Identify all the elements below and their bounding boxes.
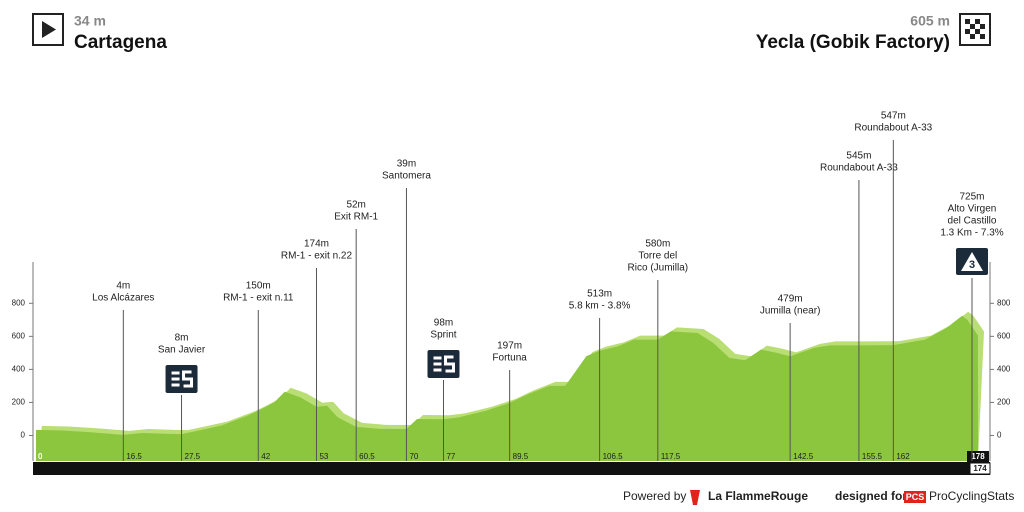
marker-label: del Castillo	[948, 216, 997, 227]
marker-label: Sprint	[430, 330, 456, 341]
x-start-label: 0	[38, 452, 43, 461]
marker-label: Torre del	[638, 251, 677, 262]
brand-logo	[690, 490, 700, 505]
y-tick-label: 200	[997, 398, 1011, 407]
sprint-glyph	[433, 355, 455, 373]
y-tick-label: 600	[12, 331, 26, 340]
area	[36, 315, 978, 461]
marker-label: 5.8 km - 3.8%	[569, 301, 631, 312]
sprint-glyph	[171, 370, 194, 388]
marker-km: 70	[409, 452, 418, 461]
marker-km: 77	[446, 452, 455, 461]
marker-label: 98m	[434, 318, 453, 329]
marker-label: Jumilla (near)	[760, 306, 821, 317]
x-end-box	[967, 451, 989, 462]
y-tick-label: 400	[997, 365, 1011, 374]
marker-km: 162	[896, 452, 910, 461]
marker-km: 155.5	[862, 452, 883, 461]
y-tick-label: 0	[997, 431, 1002, 440]
pcs: PCS	[906, 492, 925, 502]
marker-label: 8m	[175, 333, 189, 344]
marker-label: Alto Virgen	[948, 204, 997, 215]
brand: La FlammeRouge	[708, 489, 808, 503]
start-elevation: 34 m	[74, 13, 106, 29]
x-end-label: 178	[971, 452, 985, 461]
distance-bar	[33, 462, 990, 475]
start-name: Cartagena	[74, 32, 167, 53]
powered-by: Powered by	[623, 489, 686, 503]
marker-label: 547m	[881, 111, 906, 122]
marker-label: 513m	[587, 289, 612, 300]
y-tick-label: 400	[12, 365, 26, 374]
marker-label: Los Alcázares	[92, 293, 154, 304]
start-icon	[32, 13, 64, 46]
marker-label: San Javier	[158, 345, 206, 356]
y-tick-label: 800	[997, 298, 1011, 307]
start-arrow	[42, 21, 56, 38]
marker-label: Santomera	[382, 171, 431, 182]
total-box	[969, 462, 991, 475]
marker-label: 174m	[304, 239, 329, 250]
total-distance: 174	[973, 464, 987, 473]
designed-for: designed for	[835, 489, 907, 503]
marker-km: 142.5	[793, 452, 814, 461]
marker-label: RM-1 - exit n.11	[223, 293, 294, 304]
marker-label: 150m	[246, 281, 271, 292]
marker-km: 27.5	[185, 452, 201, 461]
marker-label: 52m	[346, 200, 365, 211]
marker-km: 42	[261, 452, 270, 461]
marker-label: 580m	[645, 239, 670, 250]
marker-label: Roundabout A-33	[820, 163, 898, 174]
site: ProCyclingStats	[929, 489, 1014, 503]
marker-label: 479m	[778, 294, 803, 305]
marker-km: 16.5	[126, 452, 142, 461]
y-tick-label: 800	[12, 298, 26, 307]
marker-km: 106.5	[603, 452, 624, 461]
marker-label: 39m	[397, 159, 416, 170]
pcs-box	[904, 491, 926, 503]
kom-category: 3	[969, 259, 975, 271]
marker-km: 117.5	[661, 452, 681, 461]
marker-label: 545m	[846, 151, 871, 162]
y-tick-label: 200	[12, 398, 26, 407]
y-tick-label: 0	[21, 431, 26, 440]
marker-km: 89.5	[513, 452, 529, 461]
marker-label: Exit RM-1	[334, 212, 378, 223]
y-tick-label: 600	[997, 331, 1011, 340]
marker-label: Rico (Jumilla)	[628, 263, 689, 274]
marker-label: RM-1 - exit n.22	[281, 251, 353, 262]
marker-label: 1.3 Km - 7.3%	[940, 228, 1003, 239]
checker	[965, 19, 985, 39]
finish-elevation: 605 m	[910, 13, 950, 29]
marker-label: 725m	[959, 192, 984, 203]
finish-name: Yecla (Gobik Factory)	[756, 32, 950, 53]
marker-km: 53	[319, 452, 328, 461]
marker-label: Fortuna	[492, 353, 527, 364]
kom-triangle	[961, 252, 983, 271]
finish-icon	[959, 13, 991, 46]
marker-label: 197m	[497, 341, 522, 352]
marker-label: 4m	[116, 281, 130, 292]
marker-km: 60.5	[359, 452, 375, 461]
marker-label: Roundabout A-33	[854, 123, 932, 134]
